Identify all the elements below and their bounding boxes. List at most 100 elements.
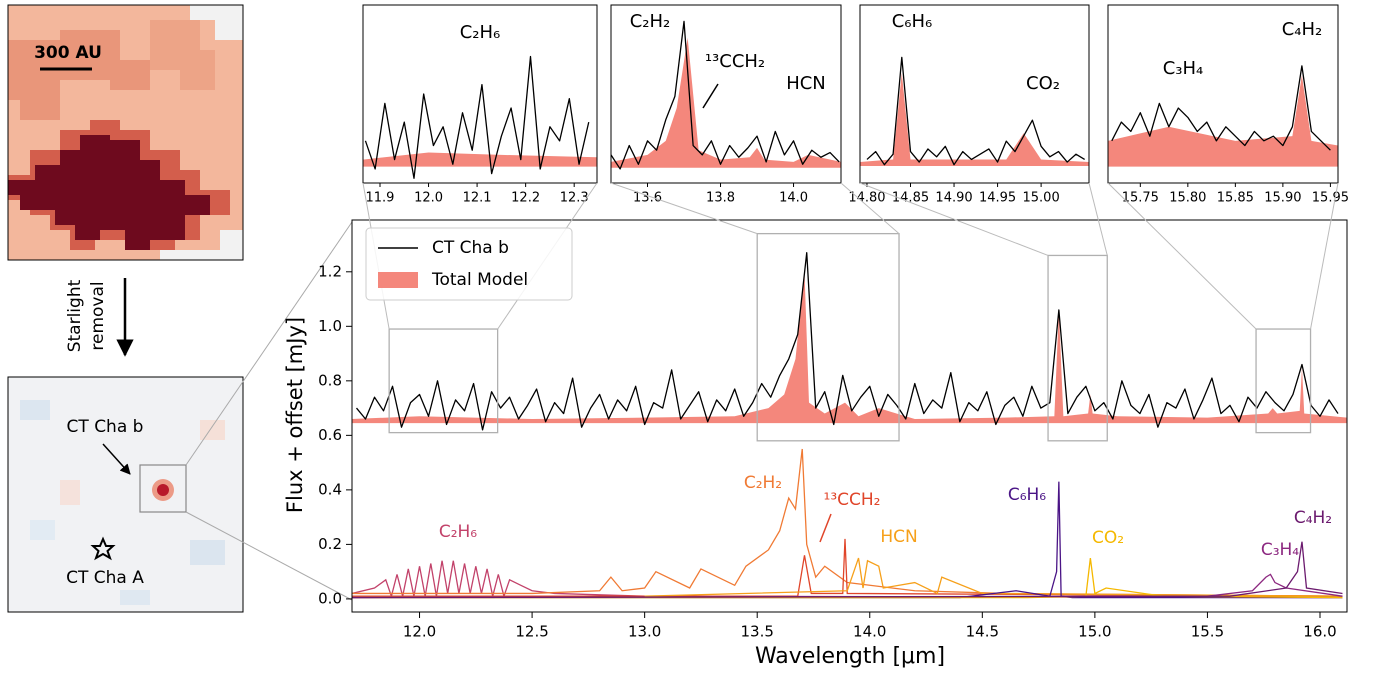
x-tick-label: 12.0 [403, 623, 436, 641]
zoom-connector [1310, 182, 1339, 330]
plot-area [363, 55, 597, 179]
x-tick-label: 12.2 [511, 191, 540, 206]
model-area [860, 73, 1089, 166]
zoom-connector [1088, 182, 1108, 256]
x-tick-label: 14.90 [935, 191, 972, 206]
companion-label: CT Cha b [67, 417, 144, 437]
map-frame [7, 376, 244, 613]
zoom-connector [1107, 182, 1257, 330]
inset-annotation: HCN [786, 73, 826, 94]
molecule-line [352, 557, 1343, 599]
host-star [90, 536, 116, 561]
arrow-label: removal [88, 281, 108, 350]
axes-frame [351, 219, 1348, 613]
x-tick-label: 15.90 [1264, 191, 1301, 206]
spectrum-line [866, 56, 1085, 166]
axes-frame [610, 4, 842, 184]
plot-area [860, 56, 1089, 166]
molecule-label: C₃H₄ [1261, 540, 1299, 560]
plot-area [611, 20, 841, 170]
x-tick-label: 12.0 [414, 191, 443, 206]
spectrum-line [1111, 65, 1331, 151]
inset-annotation: CO₂ [1026, 73, 1060, 94]
map-frame [7, 4, 244, 261]
companion-core [157, 484, 169, 496]
molecule-label: C₄H₂ [1294, 508, 1332, 528]
axes-frame [362, 4, 598, 184]
x-tick-label: 15.5 [1191, 623, 1224, 641]
x-tick-label: 14.0 [853, 623, 886, 641]
x-tick-label: 14.0 [779, 191, 808, 206]
molecule-line [644, 557, 1343, 597]
zoom-connector [185, 221, 353, 466]
zoom-connector [859, 182, 1049, 256]
map-pixel [200, 420, 225, 440]
x-tick-label: 13.8 [706, 191, 735, 206]
legend-label: Total Model [431, 270, 528, 290]
x-tick-label: 15.85 [1217, 191, 1254, 206]
y-tick-label: 0.4 [318, 480, 342, 498]
x-tick-label: 15.95 [1312, 191, 1349, 206]
x-tick-label: 14.5 [966, 623, 999, 641]
legend-label: CT Cha b [432, 238, 509, 258]
spectrum-line [611, 20, 840, 170]
y-axis-title: Flux + offset [mJy] [283, 317, 307, 513]
map-pixel [30, 520, 55, 540]
molecule-label: ¹³CCH₂ [824, 490, 881, 510]
map-pixel [120, 590, 150, 605]
x-tick-label: 15.80 [1169, 191, 1206, 206]
inset-annotation: C₆H₆ [892, 11, 933, 32]
legend-swatch [378, 272, 418, 288]
x-tick-label: 12.1 [463, 191, 492, 206]
x-tick-label: 15.0 [1078, 623, 1111, 641]
x-axis-title: Wavelength [μm] [755, 644, 945, 669]
zoom-box [1047, 254, 1108, 442]
molecule-label: CO₂ [1092, 528, 1124, 548]
inset-annotation: C₄H₂ [1282, 19, 1323, 40]
plot-area [1108, 65, 1338, 167]
y-tick-label: 0.8 [318, 371, 342, 389]
spectrum-line [364, 55, 590, 179]
spectrum-line [355, 252, 1339, 431]
x-tick-label: 15.75 [1122, 191, 1159, 206]
axes-frame [859, 4, 1090, 184]
molecule-label: C₆H₆ [1008, 485, 1046, 505]
y-tick-label: 0.6 [318, 426, 342, 444]
residual-map: CT Cha b CT Cha A [7, 376, 244, 613]
model-area [611, 37, 841, 168]
zoom-square [139, 464, 187, 513]
inset-annotation: C₂H₆ [460, 22, 501, 43]
molecule-label: HCN [880, 527, 917, 547]
x-tick-label: 13.5 [741, 623, 774, 641]
plot-area [352, 252, 1347, 599]
emission-map: 300 AU [7, 4, 244, 261]
y-tick-label: 1.0 [318, 317, 342, 335]
x-tick-label: 14.85 [892, 191, 929, 206]
label-pointer [702, 83, 719, 109]
molecule-label: C₂H₆ [439, 522, 477, 542]
map-pixel [60, 480, 80, 505]
x-tick-label: 12.5 [515, 623, 548, 641]
inset-annotation: C₃H₄ [1163, 58, 1204, 79]
molecule-line [352, 538, 1343, 597]
companion-pointer [102, 443, 131, 475]
molecule-line [352, 573, 1343, 599]
x-tick-label: 14.80 [848, 191, 885, 206]
map-region [8, 30, 150, 120]
inset-annotation: C₂H₂ [630, 11, 671, 32]
arrow-label: Starlight [65, 279, 85, 352]
x-tick-label: 11.9 [366, 191, 395, 206]
map-region [8, 135, 210, 250]
map-pixel [20, 400, 50, 420]
zoom-box [1255, 328, 1312, 434]
x-tick-label: 13.6 [633, 191, 662, 206]
zoom-connector [185, 511, 353, 601]
molecule-line [352, 560, 1343, 599]
x-tick-label: 14.95 [979, 191, 1016, 206]
zoom-connector [840, 182, 900, 235]
scale-label: 300 AU [34, 43, 102, 63]
axes-frame [1107, 4, 1339, 184]
zoom-box [388, 328, 499, 434]
label-pointer [819, 513, 832, 543]
